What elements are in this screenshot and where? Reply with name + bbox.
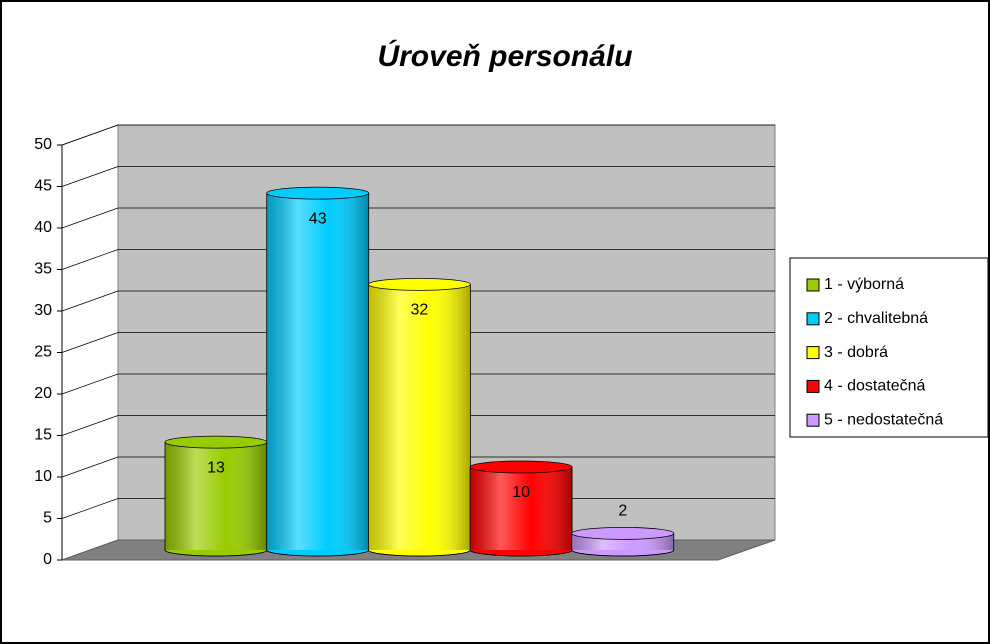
bar-shade — [368, 284, 471, 550]
data-label: 43 — [309, 210, 327, 227]
bar-shade — [470, 467, 573, 550]
bar-outline — [266, 193, 370, 557]
grid-line — [61, 207, 119, 229]
y-tick-label: 5 — [43, 510, 52, 527]
legend — [789, 257, 989, 438]
y-tick-label: 25 — [34, 344, 52, 361]
data-label: 10 — [512, 484, 530, 501]
data-label: 32 — [411, 302, 429, 319]
bar-shade — [165, 442, 267, 550]
bar-top — [469, 460, 573, 474]
legend-label: 1 - výborná — [824, 276, 904, 293]
y-tick-label: 20 — [34, 385, 52, 402]
legend-swatch — [806, 379, 820, 393]
bar-shade — [266, 193, 369, 550]
legend-swatch — [806, 278, 820, 292]
grid-line — [61, 456, 119, 478]
grid-line — [61, 124, 119, 146]
grid-line — [61, 498, 119, 519]
data-label: 13 — [207, 459, 225, 476]
grid-line — [61, 166, 119, 187]
legend-swatch — [806, 312, 820, 326]
bar-outline — [368, 284, 471, 557]
legend-swatch — [806, 346, 820, 360]
y-tick-label: 15 — [34, 427, 52, 444]
bar-outline — [469, 467, 573, 557]
data-label: 2 — [618, 503, 627, 520]
legend-label: 5 - nedostatečná — [824, 411, 943, 428]
bar-top — [164, 435, 268, 449]
legend-swatch — [806, 413, 820, 427]
bar-outline — [571, 533, 675, 557]
bar-outline — [164, 442, 268, 557]
y-tick-label: 40 — [34, 219, 52, 236]
legend-label: 3 - dobrá — [824, 344, 888, 361]
y-tick-label: 45 — [34, 178, 52, 195]
grid-line — [61, 249, 119, 270]
y-tick-label: 50 — [34, 136, 52, 153]
grid-line — [61, 415, 119, 436]
bar-top — [367, 277, 471, 291]
y-tick-label: 0 — [43, 551, 52, 568]
legend-label: 4 - dostatečná — [824, 378, 926, 395]
grid-line — [61, 373, 119, 395]
y-tick-label: 30 — [34, 302, 52, 319]
chart-title: Úroveň personálu — [377, 39, 632, 73]
y-tick-label: 35 — [34, 261, 52, 278]
bar-top — [571, 527, 675, 540]
legend-label: 2 - chvalitebná — [824, 310, 928, 327]
bar-top — [266, 186, 370, 200]
grid-line — [61, 332, 119, 353]
grid-line — [61, 290, 119, 312]
y-tick-label: 10 — [34, 468, 52, 485]
